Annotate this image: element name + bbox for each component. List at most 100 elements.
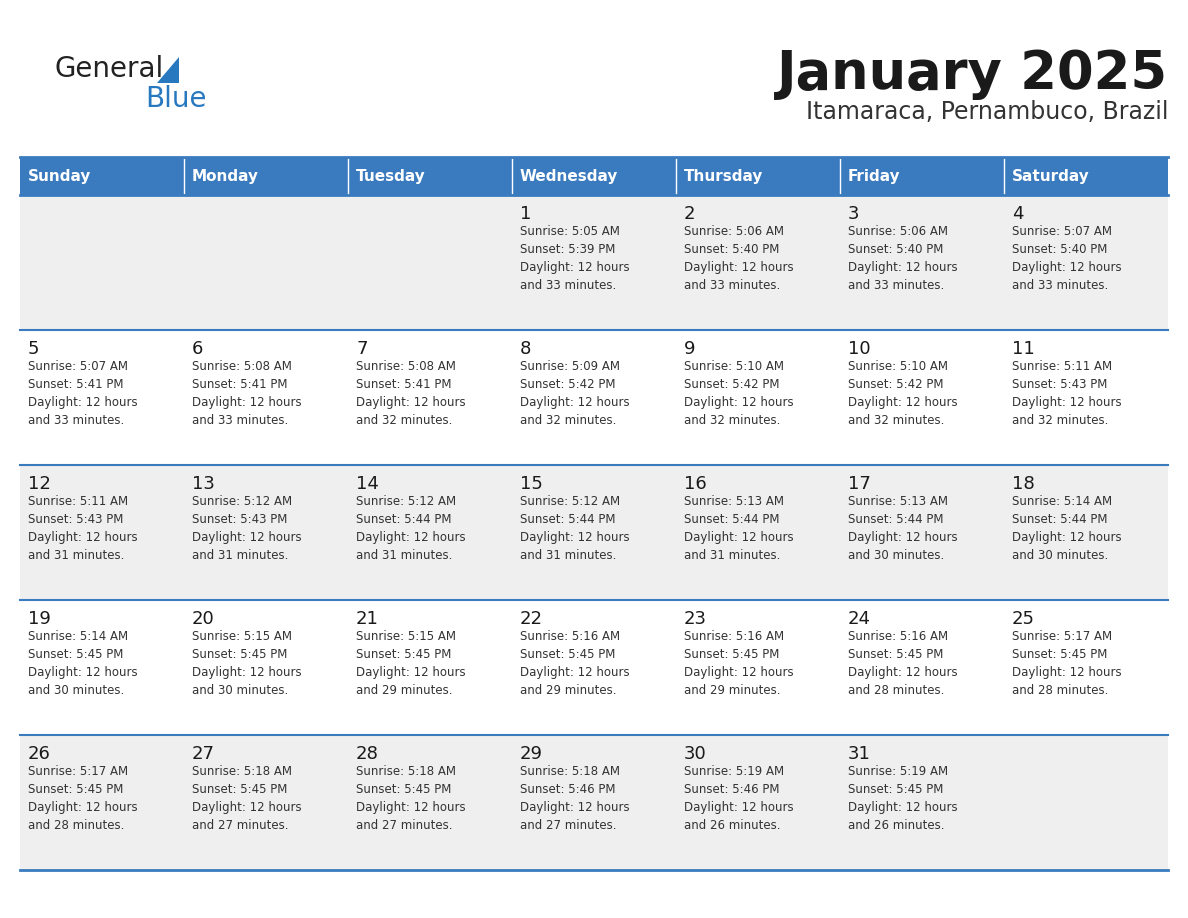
Text: Sunrise: 5:16 AM
Sunset: 5:45 PM
Daylight: 12 hours
and 29 minutes.: Sunrise: 5:16 AM Sunset: 5:45 PM Dayligh… (684, 630, 794, 697)
Text: 29: 29 (520, 745, 543, 763)
Text: 17: 17 (848, 475, 871, 493)
Text: Sunrise: 5:11 AM
Sunset: 5:43 PM
Daylight: 12 hours
and 31 minutes.: Sunrise: 5:11 AM Sunset: 5:43 PM Dayligh… (29, 495, 138, 562)
Text: Sunrise: 5:17 AM
Sunset: 5:45 PM
Daylight: 12 hours
and 28 minutes.: Sunrise: 5:17 AM Sunset: 5:45 PM Dayligh… (1012, 630, 1121, 697)
Bar (20, 330, 184, 465)
Bar (1004, 330, 1168, 465)
Text: Blue: Blue (145, 85, 207, 113)
Bar (512, 465, 676, 600)
Bar (676, 465, 840, 600)
Bar (184, 157, 348, 195)
Text: Sunrise: 5:08 AM
Sunset: 5:41 PM
Daylight: 12 hours
and 32 minutes.: Sunrise: 5:08 AM Sunset: 5:41 PM Dayligh… (356, 360, 466, 427)
Text: Sunrise: 5:14 AM
Sunset: 5:45 PM
Daylight: 12 hours
and 30 minutes.: Sunrise: 5:14 AM Sunset: 5:45 PM Dayligh… (29, 630, 138, 697)
Bar (184, 465, 348, 600)
Text: Sunrise: 5:12 AM
Sunset: 5:44 PM
Daylight: 12 hours
and 31 minutes.: Sunrise: 5:12 AM Sunset: 5:44 PM Dayligh… (520, 495, 630, 562)
Text: Sunrise: 5:12 AM
Sunset: 5:44 PM
Daylight: 12 hours
and 31 minutes.: Sunrise: 5:12 AM Sunset: 5:44 PM Dayligh… (356, 495, 466, 562)
Text: 18: 18 (1012, 475, 1035, 493)
Text: 10: 10 (848, 340, 871, 358)
Bar (20, 195, 184, 330)
Bar (512, 330, 676, 465)
Text: Sunrise: 5:08 AM
Sunset: 5:41 PM
Daylight: 12 hours
and 33 minutes.: Sunrise: 5:08 AM Sunset: 5:41 PM Dayligh… (192, 360, 302, 427)
Text: 3: 3 (848, 205, 859, 223)
Text: Sunrise: 5:18 AM
Sunset: 5:46 PM
Daylight: 12 hours
and 27 minutes.: Sunrise: 5:18 AM Sunset: 5:46 PM Dayligh… (520, 765, 630, 832)
Text: Sunrise: 5:17 AM
Sunset: 5:45 PM
Daylight: 12 hours
and 28 minutes.: Sunrise: 5:17 AM Sunset: 5:45 PM Dayligh… (29, 765, 138, 832)
Bar (184, 735, 348, 870)
Text: Sunrise: 5:16 AM
Sunset: 5:45 PM
Daylight: 12 hours
and 28 minutes.: Sunrise: 5:16 AM Sunset: 5:45 PM Dayligh… (848, 630, 958, 697)
Text: 26: 26 (29, 745, 51, 763)
Text: 31: 31 (848, 745, 871, 763)
Text: January 2025: January 2025 (777, 48, 1168, 100)
Text: 28: 28 (356, 745, 379, 763)
Bar (348, 600, 512, 735)
Text: 9: 9 (684, 340, 695, 358)
Text: 5: 5 (29, 340, 39, 358)
Bar (184, 330, 348, 465)
Text: Saturday: Saturday (1012, 169, 1089, 184)
Bar (1004, 735, 1168, 870)
Bar (348, 195, 512, 330)
Text: Sunrise: 5:13 AM
Sunset: 5:44 PM
Daylight: 12 hours
and 30 minutes.: Sunrise: 5:13 AM Sunset: 5:44 PM Dayligh… (848, 495, 958, 562)
Bar (512, 195, 676, 330)
Text: Sunrise: 5:14 AM
Sunset: 5:44 PM
Daylight: 12 hours
and 30 minutes.: Sunrise: 5:14 AM Sunset: 5:44 PM Dayligh… (1012, 495, 1121, 562)
Text: Friday: Friday (848, 169, 901, 184)
Bar (1004, 157, 1168, 195)
Bar (840, 465, 1004, 600)
Text: 24: 24 (848, 610, 871, 628)
Bar (1004, 465, 1168, 600)
Text: Sunrise: 5:11 AM
Sunset: 5:43 PM
Daylight: 12 hours
and 32 minutes.: Sunrise: 5:11 AM Sunset: 5:43 PM Dayligh… (1012, 360, 1121, 427)
Text: 15: 15 (520, 475, 543, 493)
Bar (676, 330, 840, 465)
Bar (20, 465, 184, 600)
Text: Sunrise: 5:07 AM
Sunset: 5:40 PM
Daylight: 12 hours
and 33 minutes.: Sunrise: 5:07 AM Sunset: 5:40 PM Dayligh… (1012, 225, 1121, 292)
Text: 21: 21 (356, 610, 379, 628)
Bar (348, 465, 512, 600)
Text: 23: 23 (684, 610, 707, 628)
Text: Sunrise: 5:15 AM
Sunset: 5:45 PM
Daylight: 12 hours
and 30 minutes.: Sunrise: 5:15 AM Sunset: 5:45 PM Dayligh… (192, 630, 302, 697)
Bar (676, 195, 840, 330)
Text: 2: 2 (684, 205, 695, 223)
Text: Sunday: Sunday (29, 169, 91, 184)
Text: 19: 19 (29, 610, 51, 628)
Text: 6: 6 (192, 340, 203, 358)
Text: 13: 13 (192, 475, 215, 493)
Bar (840, 735, 1004, 870)
Text: Sunrise: 5:18 AM
Sunset: 5:45 PM
Daylight: 12 hours
and 27 minutes.: Sunrise: 5:18 AM Sunset: 5:45 PM Dayligh… (192, 765, 302, 832)
Text: 30: 30 (684, 745, 707, 763)
Text: Sunrise: 5:19 AM
Sunset: 5:45 PM
Daylight: 12 hours
and 26 minutes.: Sunrise: 5:19 AM Sunset: 5:45 PM Dayligh… (848, 765, 958, 832)
Text: 11: 11 (1012, 340, 1035, 358)
Bar (840, 157, 1004, 195)
Text: 16: 16 (684, 475, 707, 493)
Bar (840, 330, 1004, 465)
Text: Sunrise: 5:12 AM
Sunset: 5:43 PM
Daylight: 12 hours
and 31 minutes.: Sunrise: 5:12 AM Sunset: 5:43 PM Dayligh… (192, 495, 302, 562)
Text: Sunrise: 5:13 AM
Sunset: 5:44 PM
Daylight: 12 hours
and 31 minutes.: Sunrise: 5:13 AM Sunset: 5:44 PM Dayligh… (684, 495, 794, 562)
Bar (184, 195, 348, 330)
Bar (676, 157, 840, 195)
Text: Sunrise: 5:07 AM
Sunset: 5:41 PM
Daylight: 12 hours
and 33 minutes.: Sunrise: 5:07 AM Sunset: 5:41 PM Dayligh… (29, 360, 138, 427)
Text: Sunrise: 5:10 AM
Sunset: 5:42 PM
Daylight: 12 hours
and 32 minutes.: Sunrise: 5:10 AM Sunset: 5:42 PM Dayligh… (848, 360, 958, 427)
Bar (676, 735, 840, 870)
Text: Sunrise: 5:10 AM
Sunset: 5:42 PM
Daylight: 12 hours
and 32 minutes.: Sunrise: 5:10 AM Sunset: 5:42 PM Dayligh… (684, 360, 794, 427)
Text: 8: 8 (520, 340, 531, 358)
Text: Wednesday: Wednesday (520, 169, 619, 184)
Polygon shape (157, 57, 179, 83)
Text: Itamaraca, Pernambuco, Brazil: Itamaraca, Pernambuco, Brazil (805, 100, 1168, 124)
Bar (20, 735, 184, 870)
Text: Sunrise: 5:18 AM
Sunset: 5:45 PM
Daylight: 12 hours
and 27 minutes.: Sunrise: 5:18 AM Sunset: 5:45 PM Dayligh… (356, 765, 466, 832)
Bar (348, 330, 512, 465)
Text: Monday: Monday (192, 169, 259, 184)
Text: 7: 7 (356, 340, 367, 358)
Text: Sunrise: 5:15 AM
Sunset: 5:45 PM
Daylight: 12 hours
and 29 minutes.: Sunrise: 5:15 AM Sunset: 5:45 PM Dayligh… (356, 630, 466, 697)
Bar (348, 157, 512, 195)
Bar (20, 600, 184, 735)
Bar (840, 195, 1004, 330)
Bar (676, 600, 840, 735)
Text: Sunrise: 5:16 AM
Sunset: 5:45 PM
Daylight: 12 hours
and 29 minutes.: Sunrise: 5:16 AM Sunset: 5:45 PM Dayligh… (520, 630, 630, 697)
Text: General: General (55, 55, 164, 83)
Text: Tuesday: Tuesday (356, 169, 425, 184)
Text: 4: 4 (1012, 205, 1024, 223)
Bar (512, 600, 676, 735)
Bar (1004, 600, 1168, 735)
Bar (840, 600, 1004, 735)
Text: Sunrise: 5:05 AM
Sunset: 5:39 PM
Daylight: 12 hours
and 33 minutes.: Sunrise: 5:05 AM Sunset: 5:39 PM Dayligh… (520, 225, 630, 292)
Text: 14: 14 (356, 475, 379, 493)
Bar (512, 735, 676, 870)
